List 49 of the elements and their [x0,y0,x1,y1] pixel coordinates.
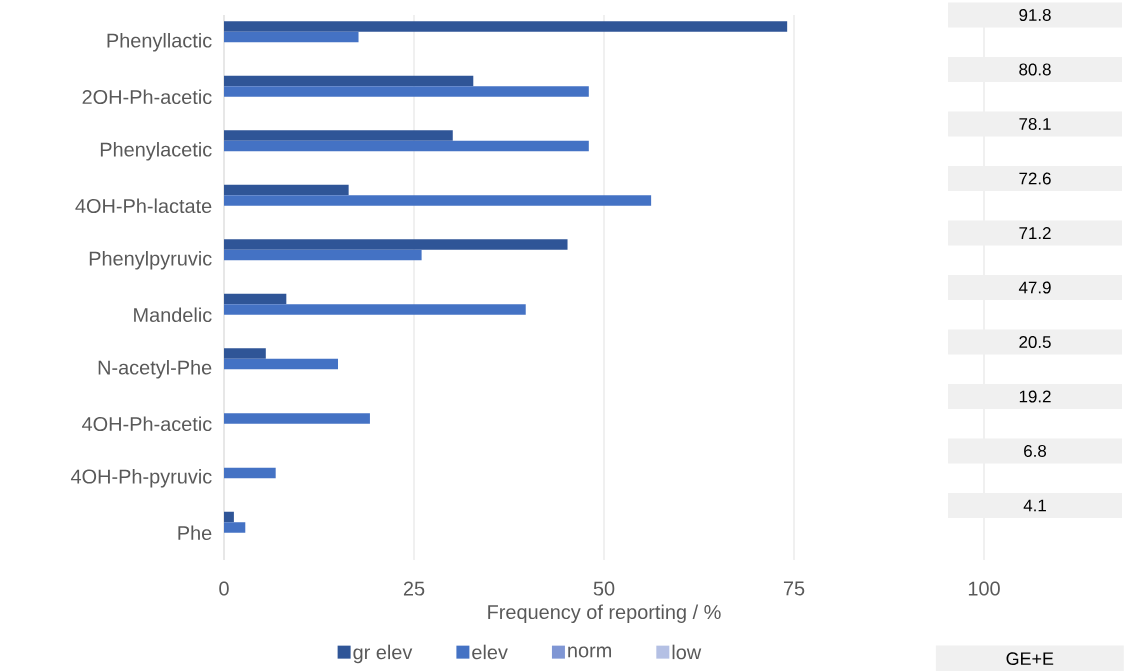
bar [224,358,339,370]
bar [224,467,276,479]
legend-label: low [672,644,702,660]
x-tick-label: 100 [968,581,1000,596]
y-tick-label: Phe [178,525,212,541]
x-tick-label: 75 [783,581,805,596]
y-tick-label: 4OH-Ph-lactate [75,198,212,214]
y-tick-label: Phenyllactic [107,32,212,52]
legend-label: norm [568,646,611,658]
bar [224,140,589,152]
text: 6.8 [1024,444,1047,457]
x-tick-label: 0 [219,581,229,596]
bar [224,195,652,206]
y-tick-label: 2OH-Ph-acetic [82,89,212,105]
text: GE+E [1006,652,1054,665]
text: 80.8 [1019,63,1051,76]
bar [224,239,568,250]
bar [224,249,422,261]
text: 71.2 [1019,227,1051,239]
bar [224,184,349,196]
bar [224,413,370,424]
bar [224,511,234,523]
text: 72.6 [1019,172,1051,185]
legend-label: gr elev [353,644,413,664]
text: 91.8 [1019,8,1051,21]
x-axis-title: Frequency of reporting / % [488,604,721,624]
y-tick-label: Phenylacetic [100,141,212,161]
bar [224,31,359,43]
y-tick-label: N-acetyl-Phe [98,359,212,379]
text: 4.1 [1023,499,1046,512]
bar [224,75,474,87]
text: 20.5 [1019,335,1051,348]
bar [224,86,589,97]
bar [224,130,453,141]
x-tick-label: 50 [593,581,615,596]
bar [224,21,788,32]
y-tick-label: 4OH-Ph-pyruvic [70,468,212,488]
legend-label: elev [472,644,508,660]
bar [224,293,287,305]
bar [224,522,246,533]
bar [224,304,526,315]
y-tick-label: Phenylpyruvic [89,250,212,270]
text: 19.2 [1019,390,1051,403]
text: 47.9 [1018,281,1051,294]
text: 78.1 [1019,117,1051,130]
y-tick-label: 4OH-Ph-acetic [82,416,212,432]
bar [224,348,266,359]
y-tick-label: Mandelic [134,307,212,323]
x-tick-label: 25 [403,581,425,596]
